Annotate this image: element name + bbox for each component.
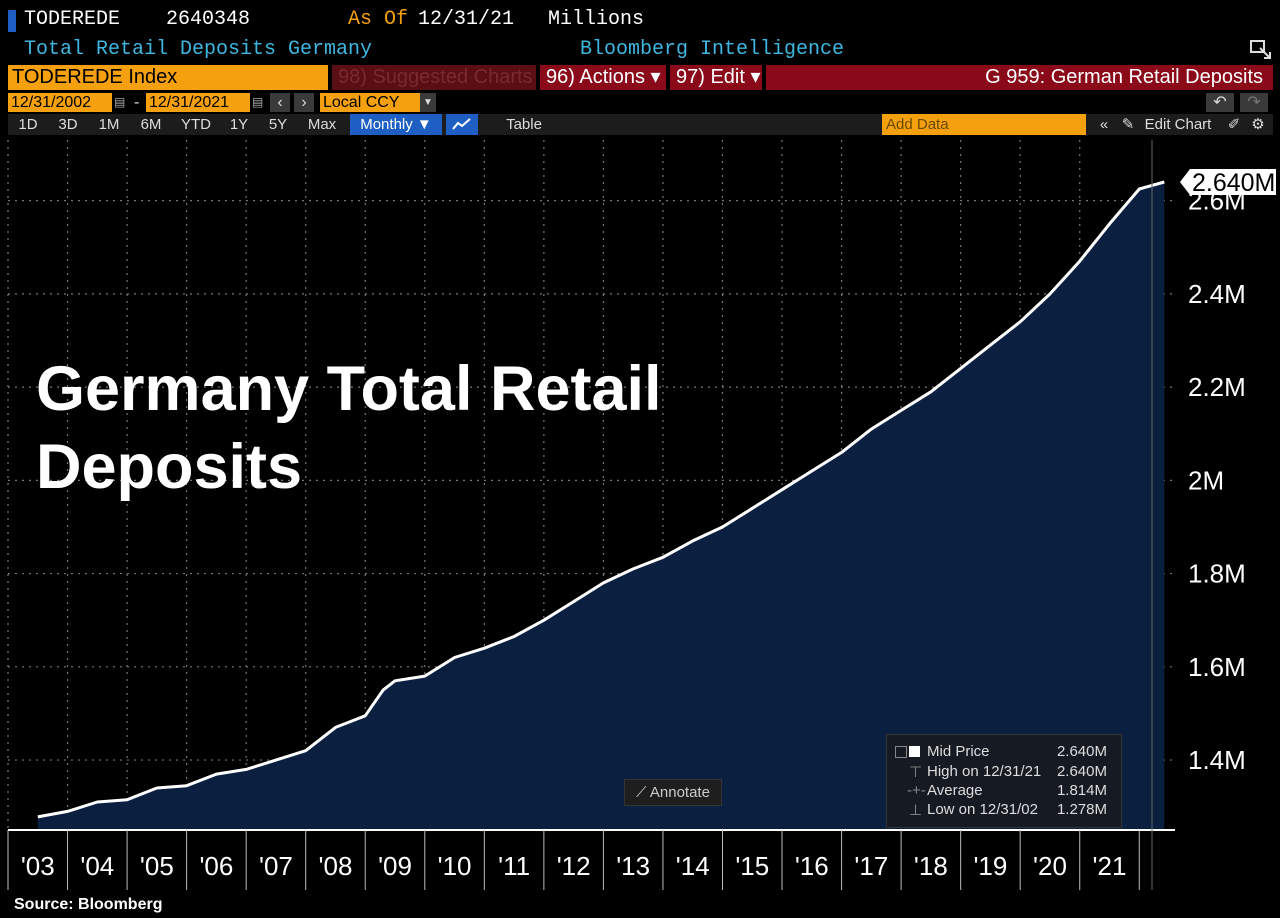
range-3d[interactable]: 3D	[58, 116, 78, 133]
as-of-date: 12/31/21	[418, 8, 515, 31]
series-swatch	[909, 746, 920, 757]
edit-menu[interactable]: 97) Edit ▾	[670, 65, 762, 90]
range-max[interactable]: Max	[307, 116, 337, 133]
ticker-marker	[8, 10, 16, 32]
chart-name: G 959: German Retail Deposits	[766, 65, 1273, 90]
x-tick-label: '08	[319, 851, 353, 881]
y-tick-label: 1.8M	[1188, 559, 1246, 589]
high-marker-icon: ⊤	[909, 764, 923, 781]
legend-row-low: ⊥ Low on 12/31/02 1.278M	[895, 801, 1115, 820]
low-marker-icon: ⊥	[909, 802, 923, 819]
table-button[interactable]: Table	[506, 116, 542, 133]
x-tick-label: '05	[140, 851, 174, 881]
legend-label: Low on 12/31/02	[927, 801, 1038, 818]
x-tick-label: '18	[914, 851, 948, 881]
units-label: Millions	[548, 8, 645, 31]
description-row: Total Retail Deposits Germany Bloomberg …	[24, 38, 844, 61]
next-period-button[interactable]: ›	[294, 93, 314, 112]
legend-row-high: ⊤ High on 12/31/21 2.640M	[895, 763, 1115, 782]
annotate-button[interactable]: ⟋ Annotate	[624, 779, 722, 806]
last-value-tag: 2.640M	[1192, 169, 1275, 197]
x-tick-label: '04	[80, 851, 114, 881]
x-tick-label: '14	[676, 851, 710, 881]
ticker[interactable]: TODEREDE	[24, 8, 121, 31]
average-marker-icon: -+-	[907, 782, 926, 799]
date-separator: -	[134, 94, 140, 111]
range-1y[interactable]: 1Y	[229, 116, 249, 133]
gear-icon[interactable]: ⚙	[1251, 116, 1265, 133]
source-note: Source: Bloomberg	[14, 896, 163, 913]
actions-menu[interactable]: 96) Actions ▾	[540, 65, 666, 90]
pencil-icon: ⟋	[636, 784, 650, 801]
y-tick-label: 2.4M	[1188, 279, 1246, 309]
x-tick-label: '20	[1033, 851, 1067, 881]
chevron-down-icon[interactable]: ▼	[420, 93, 436, 112]
y-tick-label: 2M	[1188, 465, 1224, 495]
undo-icon[interactable]: ↶	[1206, 93, 1234, 112]
range-5y[interactable]: 5Y	[268, 116, 288, 133]
legend-value: 2.640M	[1056, 743, 1107, 760]
legend-label: Mid Price	[927, 743, 990, 760]
last-value: 2640348	[166, 8, 251, 31]
range-ytd[interactable]: YTD	[181, 116, 211, 133]
pencil-icon[interactable]: ✎	[1121, 116, 1135, 133]
y-tick-label: 1.6M	[1188, 652, 1246, 682]
x-tick-label: '10	[438, 851, 472, 881]
security-field[interactable]: TODEREDE Index	[8, 65, 328, 90]
range-toolbar: 1D 3D 1M 6M YTD 1Y 5Y Max Monthly ▼ Tabl…	[8, 114, 1273, 135]
series-area	[37, 182, 1165, 830]
x-tick-label: '19	[973, 851, 1007, 881]
x-tick-label: '11	[498, 851, 530, 881]
y-tick-label: 2.2M	[1188, 372, 1246, 402]
legend-value: 1.278M	[1056, 801, 1107, 818]
security-description: Total Retail Deposits Germany	[24, 38, 373, 61]
calendar-icon[interactable]: ▤	[252, 95, 264, 109]
settings-edit-icon[interactable]: ✐	[1227, 116, 1241, 133]
source-label: Bloomberg Intelligence	[580, 38, 845, 61]
legend-row-mid-price: Mid Price 2.640M	[895, 743, 1115, 762]
x-tick-label: '17	[854, 851, 888, 881]
x-tick-label: '13	[616, 851, 650, 881]
popout-icon[interactable]	[1250, 40, 1272, 60]
legend-label: Average	[927, 782, 983, 799]
start-date-input[interactable]: 12/31/2002	[8, 93, 112, 112]
x-tick-label: '07	[259, 851, 293, 881]
legend-value: 1.814M	[1056, 782, 1107, 799]
prev-period-button[interactable]: ‹	[270, 93, 290, 112]
chart-overlay-title: Germany Total Retail Deposits	[36, 354, 662, 502]
edit-chart-button[interactable]: Edit Chart	[1144, 116, 1212, 133]
frequency-select[interactable]: Monthly ▼	[350, 114, 442, 135]
chart-area[interactable]: 1.4M1.6M1.8M2M2.2M2.4M2.6M'03'04'05'06'0…	[0, 140, 1280, 900]
calendar-icon[interactable]: ▤	[114, 95, 126, 109]
x-tick-label: '12	[557, 851, 591, 881]
annotate-label: Annotate	[649, 784, 710, 801]
x-tick-label: '09	[378, 851, 412, 881]
range-6m[interactable]: 6M	[140, 116, 162, 133]
x-tick-label: '21	[1093, 851, 1127, 881]
collapse-box-icon[interactable]	[895, 746, 907, 758]
series-line	[37, 180, 1165, 819]
range-1d[interactable]: 1D	[18, 116, 38, 133]
end-date-input[interactable]: 12/31/2021	[146, 93, 250, 112]
last-value-tag-bg	[1180, 168, 1276, 195]
legend-row-average: -+- Average 1.814M	[895, 782, 1115, 801]
collapse-icon[interactable]: «	[1099, 116, 1109, 133]
add-data-input[interactable]: Add Data	[882, 114, 1086, 135]
legend-label: High on 12/31/21	[927, 763, 1042, 780]
x-tick-label: '15	[735, 851, 769, 881]
y-tick-label: 1.4M	[1188, 745, 1246, 775]
x-tick-label: '06	[199, 851, 233, 881]
line-chart-icon[interactable]	[446, 114, 478, 135]
legend-value: 2.640M	[1056, 763, 1107, 780]
redo-icon[interactable]: ↷	[1240, 93, 1268, 112]
suggested-charts-button[interactable]: 98) Suggested Charts	[332, 65, 536, 90]
currency-select[interactable]: Local CCY	[320, 93, 420, 112]
x-tick-label: '16	[795, 851, 829, 881]
as-of-label: As Of	[348, 8, 409, 31]
range-1m[interactable]: 1M	[98, 116, 120, 133]
x-tick-label: '03	[21, 851, 55, 881]
legend-box[interactable]: Mid Price 2.640M ⊤ High on 12/31/21 2.64…	[886, 734, 1122, 828]
